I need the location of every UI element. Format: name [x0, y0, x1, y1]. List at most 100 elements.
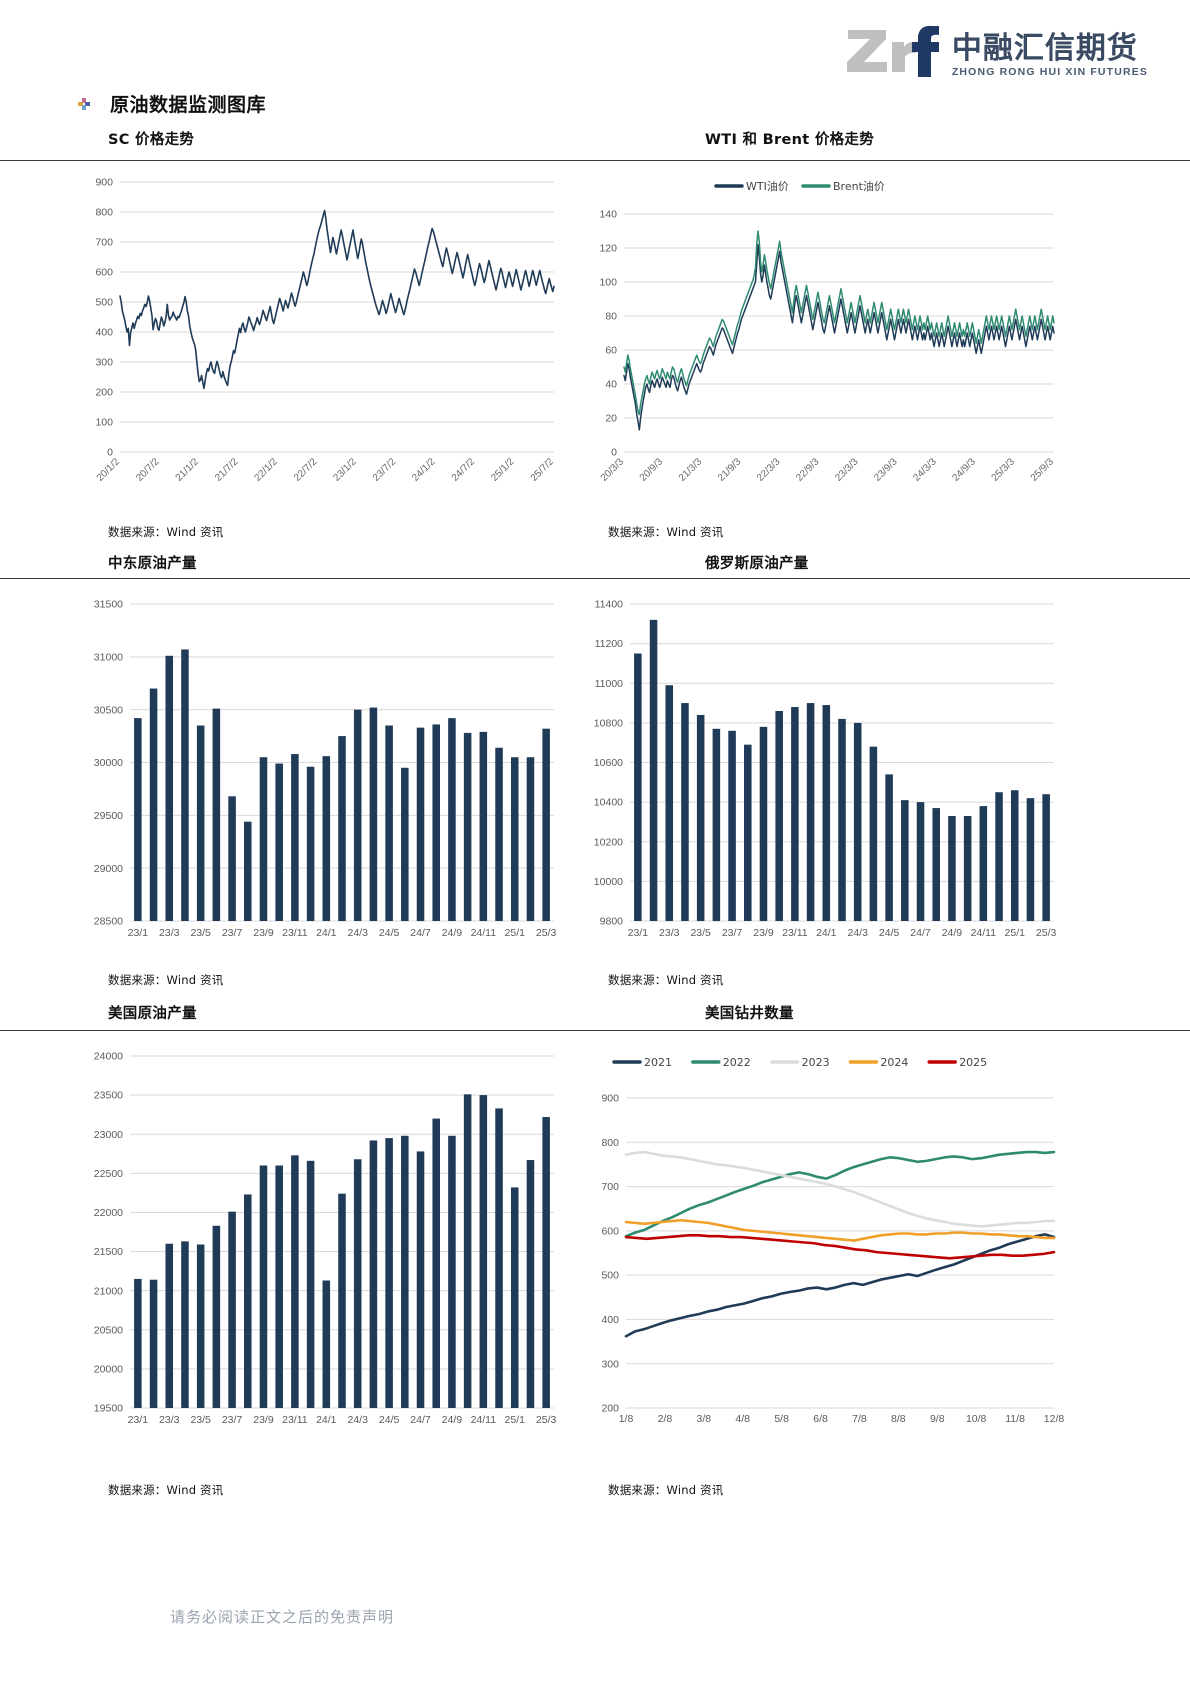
svg-text:24/1/2: 24/1/2	[410, 456, 438, 484]
svg-text:8/8: 8/8	[891, 1413, 906, 1425]
svg-text:2022: 2022	[723, 1056, 751, 1069]
svg-text:24/1: 24/1	[316, 927, 337, 939]
chart-mideast-output: 28500 29000 29500 30000 30500 31000 31500 23/1 2…	[78, 590, 568, 955]
svg-text:24/7: 24/7	[910, 927, 931, 939]
svg-text:300: 300	[95, 357, 113, 369]
svg-text:25/9/3: 25/9/3	[1029, 456, 1057, 484]
svg-text:23/1: 23/1	[128, 1414, 149, 1426]
svg-text:500: 500	[601, 1270, 619, 1282]
chart-title-sc-price: SC 价格走势	[108, 132, 195, 148]
svg-text:500: 500	[95, 297, 113, 309]
svg-text:0: 0	[107, 447, 113, 459]
chart-source-russia: 数据来源：Wind 资讯	[608, 973, 724, 987]
svg-text:800: 800	[95, 207, 113, 219]
svg-text:23/5: 23/5	[190, 1414, 211, 1426]
chart-block-wti-brent: WTI 和 Brent 价格走势	[675, 128, 1190, 155]
svg-text:0: 0	[611, 447, 617, 459]
svg-text:10400: 10400	[594, 797, 623, 809]
svg-text:1/8: 1/8	[619, 1413, 634, 1425]
svg-text:21/7/2: 21/7/2	[213, 456, 241, 484]
svg-text:28500: 28500	[94, 916, 123, 928]
svg-text:24/9: 24/9	[942, 927, 963, 939]
svg-text:23000: 23000	[94, 1129, 123, 1141]
svg-text:23/3: 23/3	[159, 1414, 180, 1426]
svg-text:10600: 10600	[594, 757, 623, 769]
svg-text:25/1/2: 25/1/2	[489, 456, 517, 484]
chart-block-mideast: 中东原油产量	[78, 552, 593, 579]
svg-text:12/8: 12/8	[1044, 1413, 1065, 1425]
svg-text:24/3: 24/3	[847, 927, 868, 939]
chart-sc-price: 0 100 200 300 400 500 600 700 800 900 20/1/2 20/7/2…	[78, 168, 568, 518]
svg-text:2025: 2025	[959, 1056, 987, 1069]
chart-block-russia: 俄罗斯原油产量	[675, 552, 1190, 579]
svg-text:23/7/2: 23/7/2	[371, 456, 399, 484]
svg-text:3/8: 3/8	[697, 1413, 712, 1425]
svg-text:600: 600	[601, 1225, 619, 1237]
svg-text:5/8: 5/8	[774, 1413, 789, 1425]
svg-text:23/1/2: 23/1/2	[331, 456, 359, 484]
chart-wti-brent: WTI油价 Brent油价 0 20 40 60 80 100 120 140 20/3/3 20/9…	[578, 168, 1068, 518]
svg-text:25/7/2: 25/7/2	[529, 456, 557, 484]
svg-text:6/8: 6/8	[813, 1413, 828, 1425]
svg-text:11200: 11200	[595, 638, 624, 650]
svg-text:29000: 29000	[94, 863, 123, 875]
svg-text:9800: 9800	[600, 916, 624, 928]
svg-text:23500: 23500	[94, 1090, 123, 1102]
svg-text:10200: 10200	[594, 836, 623, 848]
svg-text:30500: 30500	[94, 704, 123, 716]
svg-text:25/1: 25/1	[505, 1414, 526, 1426]
chart-source-mideast: 数据来源：Wind 资讯	[108, 973, 224, 987]
svg-text:80: 80	[605, 311, 617, 323]
svg-text:25/3: 25/3	[1036, 927, 1057, 939]
svg-text:21/9/3: 21/9/3	[716, 456, 744, 484]
svg-text:29500: 29500	[94, 810, 123, 822]
svg-text:24/7: 24/7	[410, 927, 431, 939]
svg-text:21000: 21000	[94, 1285, 123, 1297]
chart-title-russia: 俄罗斯原油产量	[705, 556, 809, 572]
svg-text:23/3/3: 23/3/3	[833, 456, 861, 484]
svg-text:22/9/3: 22/9/3	[794, 456, 822, 484]
svg-text:24/3: 24/3	[347, 927, 368, 939]
brand-name-cn: 中融汇信期货	[951, 30, 1138, 66]
page-title-text: 原油数据监测图库	[110, 94, 267, 116]
svg-text:25/3: 25/3	[536, 1414, 557, 1426]
zrf-mark-icon	[846, 24, 942, 78]
svg-text:400: 400	[601, 1314, 619, 1326]
chart-russia-output: 9800 10000 10200 10400 10600 10800 11000 11200 1…	[578, 590, 1068, 955]
svg-text:200: 200	[601, 1403, 619, 1415]
svg-text:22/3/3: 22/3/3	[755, 456, 783, 484]
chart-source-us-rigs: 数据来源：Wind 资讯	[608, 1483, 724, 1497]
svg-text:24000: 24000	[94, 1051, 123, 1063]
svg-text:24/3/3: 24/3/3	[911, 456, 939, 484]
svg-text:24/7: 24/7	[410, 1414, 431, 1426]
svg-text:21/1/2: 21/1/2	[174, 456, 202, 484]
svg-text:300: 300	[601, 1358, 619, 1370]
svg-text:100: 100	[599, 277, 617, 289]
brand-name-pinyin: ZHONG RONG HUI XIN FUTURES	[951, 66, 1148, 78]
svg-text:20/7/2: 20/7/2	[134, 456, 162, 484]
svg-text:24/5: 24/5	[879, 927, 900, 939]
diamond-bullet-icon	[78, 97, 90, 110]
svg-text:200: 200	[95, 387, 113, 399]
svg-text:23/1: 23/1	[628, 927, 649, 939]
svg-text:WTI油价: WTI油价	[746, 179, 789, 193]
svg-text:120: 120	[599, 243, 617, 255]
svg-text:25/3/3: 25/3/3	[990, 456, 1018, 484]
svg-text:4/8: 4/8	[735, 1413, 750, 1425]
svg-text:100: 100	[95, 417, 113, 429]
svg-text:24/5: 24/5	[379, 927, 400, 939]
svg-text:23/9/3: 23/9/3	[872, 456, 900, 484]
chart-block-us-rigs: 美国钻井数量	[675, 1002, 1190, 1029]
svg-text:900: 900	[95, 177, 113, 189]
svg-text:2024: 2024	[880, 1056, 908, 1069]
svg-text:24/9: 24/9	[442, 1414, 463, 1426]
svg-text:23/5: 23/5	[690, 927, 711, 939]
chart-source-us-output: 数据来源：Wind 资讯	[108, 1483, 224, 1497]
svg-text:11000: 11000	[595, 678, 624, 690]
svg-text:11400: 11400	[595, 599, 624, 611]
svg-text:700: 700	[601, 1181, 619, 1193]
svg-text:25/1: 25/1	[1005, 927, 1026, 939]
svg-text:31000: 31000	[94, 651, 123, 663]
svg-text:9/8: 9/8	[930, 1413, 945, 1425]
svg-text:23/9: 23/9	[753, 927, 774, 939]
